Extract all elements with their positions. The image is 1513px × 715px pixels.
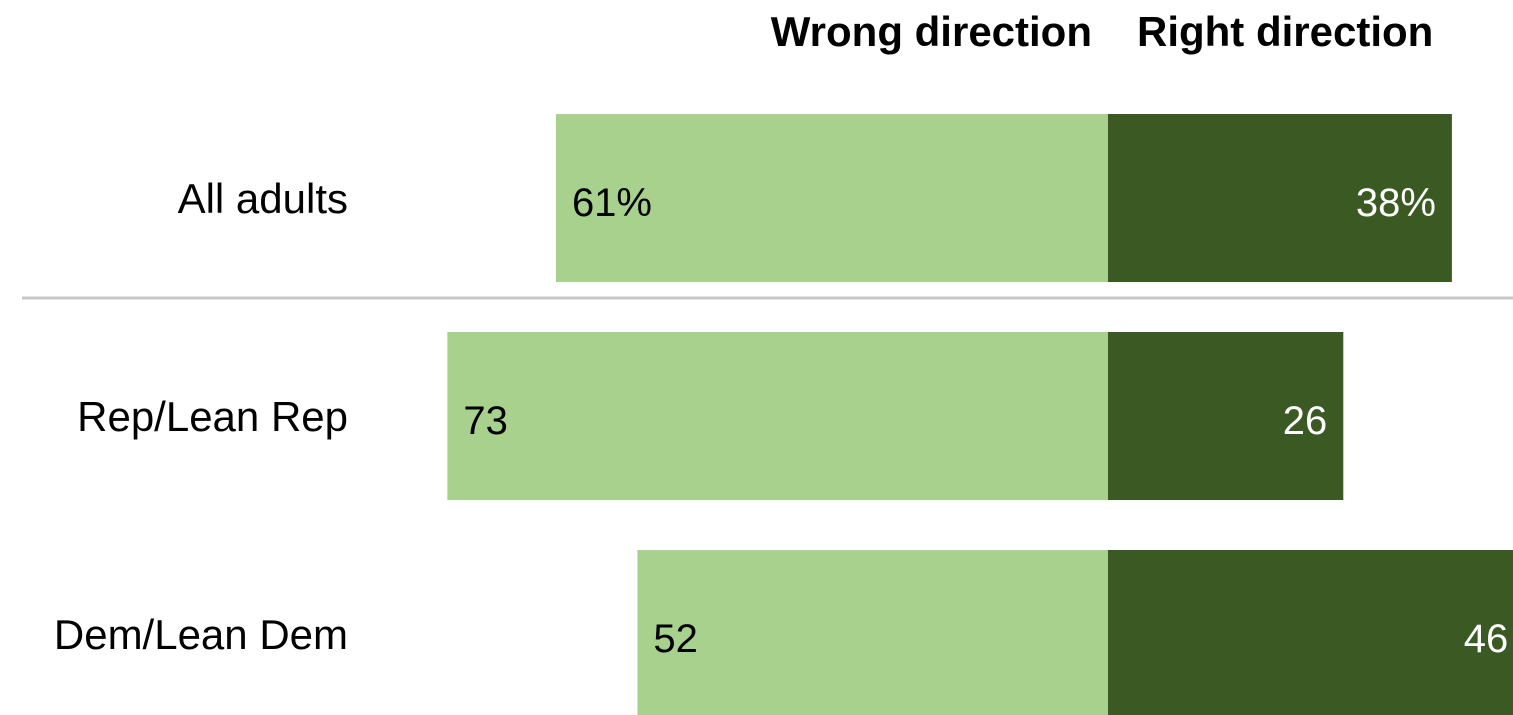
category-label-dem-lean-dem: Dem/Lean Dem: [54, 611, 348, 658]
bar-wrong-direction-dem-lean-dem: [637, 550, 1108, 715]
bar-right-direction-rep-lean-rep: [1108, 332, 1344, 500]
series-headers: Wrong direction Right direction: [771, 8, 1434, 55]
data-label-wrong-direction-all-adults: 61%: [572, 181, 652, 225]
data-label-wrong-direction-dem-lean-dem: 52: [653, 617, 698, 661]
bar-wrong-direction-rep-lean-rep: [447, 332, 1109, 500]
category-label-rep-lean-rep: Rep/Lean Rep: [77, 393, 348, 440]
bar-right-direction-dem-lean-dem: [1108, 550, 1513, 715]
header-wrong-direction: Wrong direction: [771, 8, 1092, 55]
bars: [447, 114, 1513, 715]
data-label-wrong-direction-rep-lean-rep: 73: [463, 399, 508, 443]
data-label-right-direction-dem-lean-dem: 46: [1464, 617, 1509, 661]
data-label-right-direction-rep-lean-rep: 26: [1283, 399, 1328, 443]
category-labels: All adults Rep/Lean Rep Dem/Lean Dem: [54, 175, 348, 658]
bar-right-direction-all-adults: [1108, 114, 1452, 282]
data-label-right-direction-all-adults: 38%: [1356, 181, 1436, 225]
data-labels: 61% 38% 73 26 52 46: [463, 181, 1508, 661]
bar-wrong-direction-all-adults: [555, 114, 1108, 282]
category-label-all-adults: All adults: [178, 175, 348, 222]
header-right-direction: Right direction: [1137, 8, 1433, 55]
